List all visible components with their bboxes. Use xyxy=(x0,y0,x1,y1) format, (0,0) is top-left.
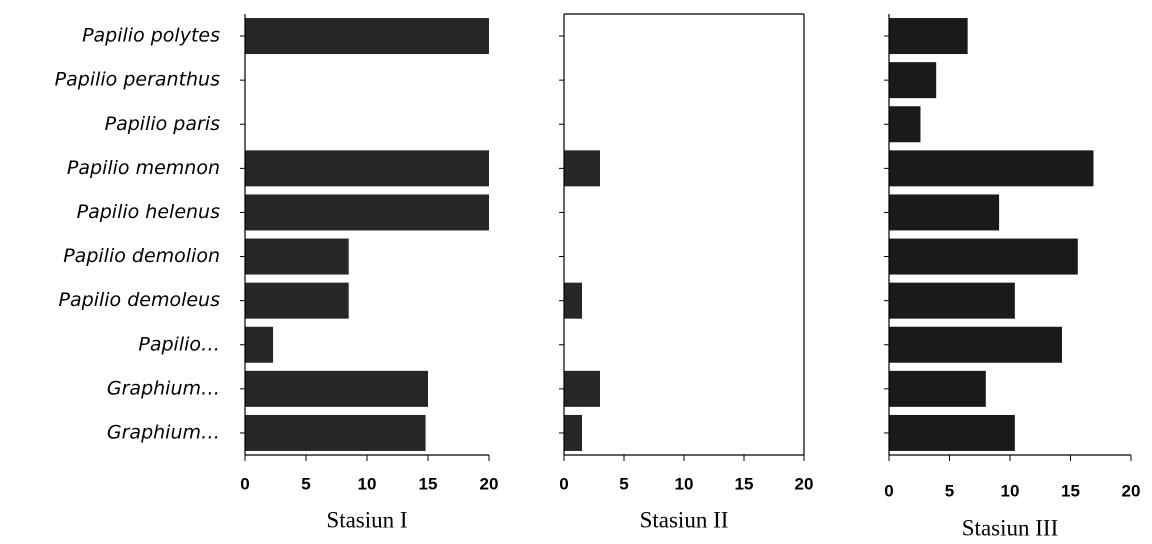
bar xyxy=(889,150,1093,186)
bar xyxy=(889,415,1015,451)
bar xyxy=(564,283,582,319)
y-tick-label: Graphium… xyxy=(107,377,220,399)
bar xyxy=(245,150,489,186)
y-tick-label: Graphium… xyxy=(107,421,220,443)
y-tick-label: Papilio peranthus xyxy=(55,69,220,91)
bar xyxy=(245,371,428,407)
x-tick-label: 20 xyxy=(480,474,499,493)
x-tick-label: 10 xyxy=(675,474,694,493)
bar xyxy=(245,327,273,363)
x-tick-label: 5 xyxy=(619,474,628,493)
x-tick-label: 0 xyxy=(240,474,249,493)
x-tick-label: 10 xyxy=(1001,481,1020,500)
chart: Papilio polytes Papilio peranthus Papilio … xyxy=(0,0,1152,544)
x-tick-label: 0 xyxy=(884,481,893,500)
x-tick-label: 20 xyxy=(1122,481,1141,500)
y-tick-label: Papilio memnon xyxy=(67,157,220,179)
bar xyxy=(889,106,920,142)
bar xyxy=(889,327,1062,363)
y-tick-label: Papilio paris xyxy=(105,113,220,135)
bar xyxy=(564,371,600,407)
x-tick-label: 15 xyxy=(1061,481,1080,500)
bar xyxy=(889,62,936,98)
y-tick-label: Papilio… xyxy=(138,333,220,355)
x-tick-label: 0 xyxy=(559,474,568,493)
x-axis-label: Stasiun III xyxy=(962,515,1058,540)
x-tick-label: 15 xyxy=(419,474,438,493)
bar xyxy=(245,415,426,451)
x-tick-label: 20 xyxy=(795,474,814,493)
y-tick-label: Papilio demoleus xyxy=(59,289,221,311)
x-axis-label: Stasiun I xyxy=(326,507,407,532)
x-tick-label: 5 xyxy=(301,474,310,493)
bar xyxy=(889,283,1015,319)
bar xyxy=(889,371,986,407)
y-tick-label: Papilio polytes xyxy=(82,25,220,47)
bar xyxy=(564,150,600,186)
bar xyxy=(245,194,489,230)
y-tick-label: Papilio helenus xyxy=(77,201,220,223)
x-tick-label: 15 xyxy=(735,474,754,493)
bar xyxy=(889,239,1078,275)
bar xyxy=(245,283,349,319)
bar xyxy=(245,18,489,54)
x-tick-label: 10 xyxy=(358,474,377,493)
y-tick-label: Papilio demolion xyxy=(63,245,220,267)
x-tick-label: 5 xyxy=(945,481,954,500)
bar xyxy=(245,239,349,275)
bar xyxy=(564,415,582,451)
x-axis-label: Stasiun II xyxy=(640,507,729,532)
bar xyxy=(889,18,968,54)
bar xyxy=(889,194,999,230)
